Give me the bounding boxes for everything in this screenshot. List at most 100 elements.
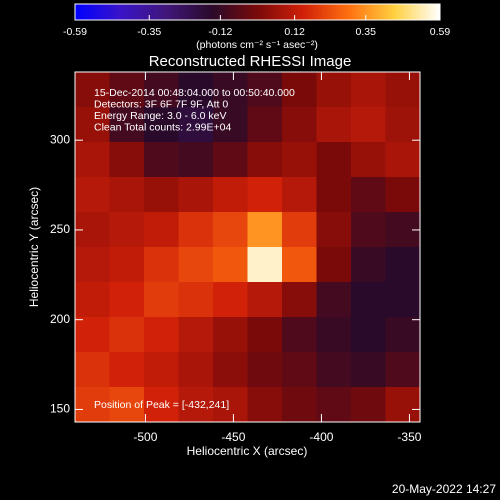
heatmap-cell — [109, 247, 145, 283]
colorbar-swatch — [239, 4, 243, 20]
heatmap-cell — [213, 317, 248, 353]
colorbar-swatch — [397, 4, 401, 20]
colorbar-swatch — [297, 4, 301, 20]
heatmap-cell — [282, 317, 317, 353]
heatmap-cell — [385, 282, 421, 318]
heatmap-cell — [75, 142, 110, 178]
heatmap-cell — [351, 212, 386, 248]
colorbar-swatch — [111, 4, 116, 20]
colorbar-swatch — [266, 4, 271, 20]
heatmap-cell — [351, 282, 386, 318]
colorbar-swatch — [135, 4, 140, 20]
colorbar-swatch — [248, 4, 252, 20]
heatmap-cell — [109, 352, 145, 388]
heatmap-cell — [282, 107, 317, 143]
heatmap-cell — [144, 282, 179, 318]
colorbar-swatch — [421, 4, 426, 20]
heatmap-cell — [144, 212, 179, 248]
colorbar-swatch — [184, 4, 189, 20]
heatmap-cell — [247, 247, 283, 283]
colorbar-swatch — [224, 4, 228, 20]
x-tick-label: -400 — [309, 430, 333, 444]
heatmap-cell — [109, 317, 145, 353]
colorbar-swatch — [230, 4, 234, 20]
colorbar-swatch — [348, 4, 353, 20]
heatmap-cell — [385, 387, 421, 423]
heatmap-cell — [178, 352, 214, 388]
colorbar-swatch — [172, 4, 176, 20]
y-tick-label: 200 — [50, 312, 70, 326]
colorbar-swatch — [433, 4, 438, 20]
colorbar-swatch — [214, 4, 219, 20]
heatmap-cell — [316, 247, 352, 283]
colorbar-swatch — [117, 4, 122, 20]
heatmap-cell — [316, 317, 352, 353]
colorbar-swatch — [275, 4, 280, 20]
colorbar-swatch — [370, 4, 374, 20]
colorbar-swatch — [236, 4, 240, 20]
heatmap-cell — [213, 142, 248, 178]
colorbar-swatch — [99, 4, 103, 20]
colorbar-swatch — [126, 4, 131, 20]
colorbar-swatch — [400, 4, 404, 20]
heatmap-cell — [144, 352, 179, 388]
colorbar-swatch — [196, 4, 201, 20]
heatmap-cell — [178, 72, 214, 108]
colorbar-tick-label: 0.35 — [356, 26, 377, 38]
colorbar-swatch — [403, 4, 408, 20]
heatmap-cell — [282, 352, 317, 388]
colorbar-swatch — [318, 4, 322, 20]
colorbar-swatch — [367, 4, 371, 20]
colorbar-swatch — [123, 4, 128, 20]
heatmap-cell — [247, 142, 283, 178]
heatmap-cell — [178, 212, 214, 248]
colorbar-swatch — [290, 4, 295, 20]
colorbar-swatch — [208, 4, 213, 20]
colorbar-swatch — [129, 4, 134, 20]
heatmap-cell — [351, 142, 386, 178]
annotation: 15-Dec-2014 00:48:04.000 to 00:50:40.000 — [94, 87, 295, 99]
footer-date: 20-May-2022 14:27 — [392, 482, 496, 496]
colorbar-swatch — [163, 4, 167, 20]
heatmap-cell — [75, 72, 110, 108]
colorbar-swatch — [227, 4, 231, 20]
colorbar-swatch — [373, 4, 377, 20]
colorbar-swatch — [284, 4, 289, 20]
colorbar-swatch — [287, 4, 292, 20]
annotation: Clean Total counts: 2.99E+04 — [94, 121, 231, 133]
colorbar-tick-label: -0.12 — [208, 26, 232, 38]
heatmap-cell — [213, 212, 248, 248]
heatmap-cell — [144, 72, 179, 108]
heatmap-cell — [351, 72, 386, 108]
colorbar-swatch — [96, 4, 100, 20]
colorbar-swatch — [272, 4, 277, 20]
colorbar-swatch — [303, 4, 307, 20]
heatmap-cell — [75, 317, 110, 353]
colorbar-swatch — [336, 4, 341, 20]
heatmap-cell — [213, 107, 248, 143]
colorbar-tick-label: 0.12 — [284, 26, 305, 38]
colorbar-swatch — [211, 4, 216, 20]
colorbar-tick-label: -0.35 — [137, 26, 161, 38]
colorbar-swatch — [90, 4, 94, 20]
heatmap-cell — [247, 72, 283, 108]
colorbar-swatch — [430, 4, 435, 20]
colorbar-swatch — [436, 4, 441, 20]
heatmap-cell — [178, 317, 214, 353]
heatmap-cell — [213, 247, 248, 283]
colorbar-swatch — [260, 4, 265, 20]
heatmap-cell — [75, 282, 110, 318]
heatmap-cell — [178, 247, 214, 283]
colorbar-swatch — [379, 4, 383, 20]
colorbar-swatch — [306, 4, 310, 20]
heatmap-cell — [385, 107, 421, 143]
colorbar-swatch — [409, 4, 414, 20]
colorbar-swatch — [330, 4, 335, 20]
heatmap-cell — [247, 107, 283, 143]
heatmap-cell — [316, 177, 352, 213]
heatmap-cell — [316, 387, 352, 423]
x-axis-label: Heliocentric X (arcsec) — [187, 444, 308, 458]
heatmap-cell — [282, 142, 317, 178]
heatmap-cell — [144, 247, 179, 283]
heatmap-cell — [385, 142, 421, 178]
